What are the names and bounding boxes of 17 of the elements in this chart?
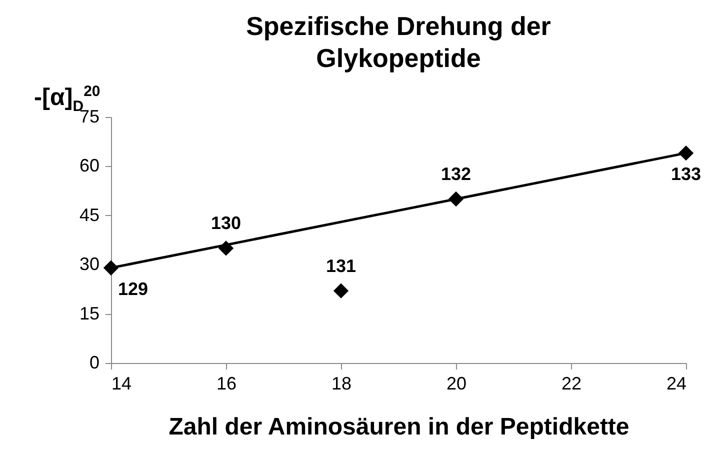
annotation: 129	[118, 278, 148, 299]
y-tick-label: 60	[79, 156, 100, 176]
x-tick-label: 24	[666, 374, 686, 394]
y-tick-label: 15	[79, 303, 100, 324]
y-tick-label: 45	[79, 204, 100, 225]
annotation: 130	[210, 213, 242, 234]
y-tick-label: 30	[79, 254, 100, 274]
x-tick-label: 22	[561, 374, 582, 394]
y-tick-label: 0	[89, 352, 100, 372]
annotation: 131	[326, 256, 356, 276]
x-tick-label: 16	[216, 374, 237, 394]
annotation: 133	[670, 164, 702, 184]
x-tick-label: 20	[446, 374, 467, 394]
x-tick-label: 18	[331, 374, 352, 394]
x-tick-label: 14	[112, 374, 132, 394]
chart-title: Spezifische Drehung der Glykopeptide	[246, 11, 551, 73]
annotation: 132	[440, 164, 472, 184]
